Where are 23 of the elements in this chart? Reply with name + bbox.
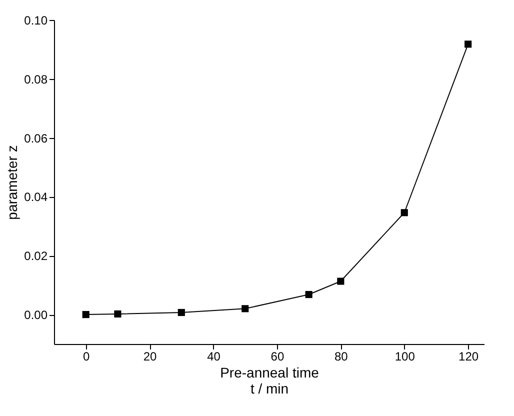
x-tick-label: 100 bbox=[394, 350, 416, 364]
y-tick-label: 0.02 bbox=[24, 249, 48, 264]
x-axis-title: Pre-anneal time t / min bbox=[220, 364, 320, 396]
y-tick-label: 0.08 bbox=[24, 72, 48, 86]
point bbox=[337, 278, 344, 285]
point bbox=[82, 311, 90, 318]
point bbox=[464, 40, 472, 48]
y-tick-label: 0.00 bbox=[24, 308, 48, 322]
y-tick-label: 0.04 bbox=[24, 190, 48, 204]
x-tick-label: 120 bbox=[458, 350, 479, 364]
point bbox=[400, 209, 408, 216]
y-axis-title: parameter z bbox=[4, 145, 20, 220]
point bbox=[114, 310, 122, 318]
y-tick-label: 0.10 bbox=[24, 14, 48, 28]
x-tick-label: 40 bbox=[207, 350, 221, 364]
point bbox=[242, 305, 249, 312]
x-tick-label: 0 bbox=[83, 350, 90, 364]
x-tick-label: 20 bbox=[143, 350, 158, 364]
x-tick-label: 60 bbox=[270, 350, 284, 364]
point bbox=[178, 308, 185, 316]
y-tick-label: 0.06 bbox=[24, 131, 48, 146]
x-tick-label: 80 bbox=[334, 350, 348, 364]
point bbox=[305, 290, 312, 298]
